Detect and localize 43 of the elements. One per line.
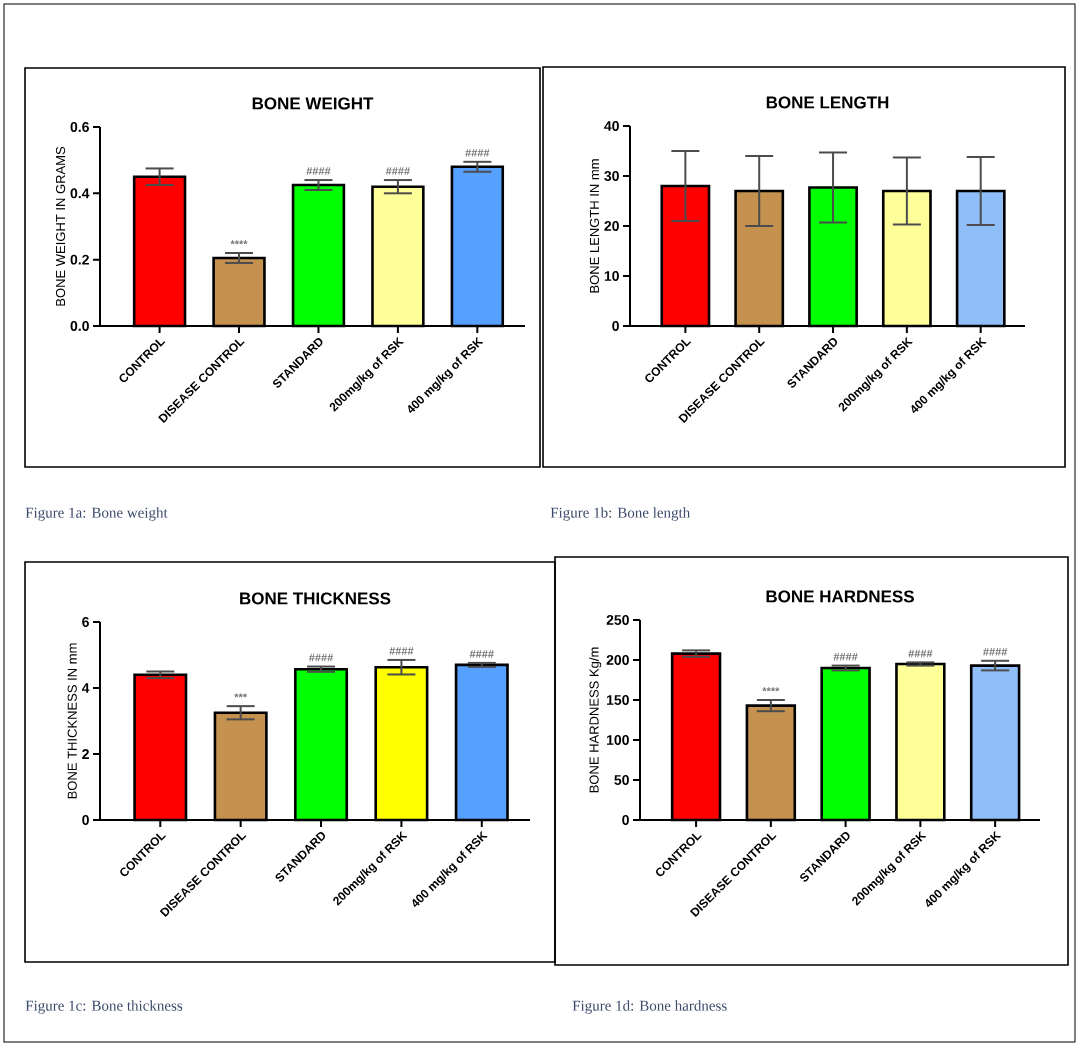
annotation: #### — [469, 650, 494, 658]
annotation: #### — [833, 652, 858, 661]
chart-title: BONE THICKNESS — [240, 592, 391, 605]
annotation: #### — [308, 653, 334, 662]
y-axis-title: BONE LENGTH IN mm — [589, 159, 600, 293]
caption: Figure 1c: Bone thickness — [25, 1000, 183, 1014]
annotation: #### — [385, 167, 410, 175]
y-tick-label: 100 — [606, 735, 629, 745]
y-tick-label: 30 — [604, 171, 619, 181]
y-tick-label: 0 — [612, 321, 619, 331]
y-tick-label: 200 — [606, 655, 629, 665]
annotation: #### — [465, 149, 490, 157]
y-tick-label: 0.0 — [70, 321, 89, 331]
caption: Figure 1a: Bone weight — [25, 507, 168, 521]
caption: Figure 1b: Bone length — [550, 507, 691, 521]
y-axis-title: BONE HARDNESS Kg/m — [589, 647, 602, 793]
y-tick-label: 0.4 — [70, 188, 90, 199]
annotation: **** — [762, 687, 780, 692]
chart-title: BONE WEIGHT — [252, 97, 374, 110]
y-tick-label: 6 — [82, 617, 89, 627]
y-axis-title: BONE THICKNESS IN mm — [67, 643, 77, 799]
y-tick-label: 150 — [606, 695, 629, 705]
chart-title: BONE LENGTH — [766, 96, 889, 109]
y-tick-label: 0 — [622, 815, 629, 825]
caption: Figure 1d: Bone hardness — [572, 1000, 727, 1014]
annotation: #### — [983, 648, 1008, 656]
annotation: #### — [908, 649, 933, 658]
y-tick-label: 40 — [604, 121, 619, 131]
y-tick-label: 4 — [81, 683, 90, 693]
y-tick-label: 0.6 — [70, 122, 89, 132]
y-tick-label: 50 — [614, 775, 629, 785]
annotation: **** — [230, 240, 248, 245]
y-tick-label: 250 — [606, 615, 629, 625]
y-tick-label: 0 — [82, 815, 89, 825]
chart-title: BONE HARDNESS — [766, 590, 914, 603]
y-tick-label: 0.2 — [70, 254, 89, 265]
y-tick-label: 20 — [604, 221, 619, 231]
y-tick-label: 10 — [604, 271, 619, 281]
y-axis-title: BONE WEIGHT IN GRAMS — [55, 146, 66, 306]
annotation: #### — [389, 647, 414, 655]
annotation: *** — [234, 693, 248, 698]
annotation: #### — [306, 167, 331, 175]
y-tick-label: 2 — [82, 749, 89, 759]
